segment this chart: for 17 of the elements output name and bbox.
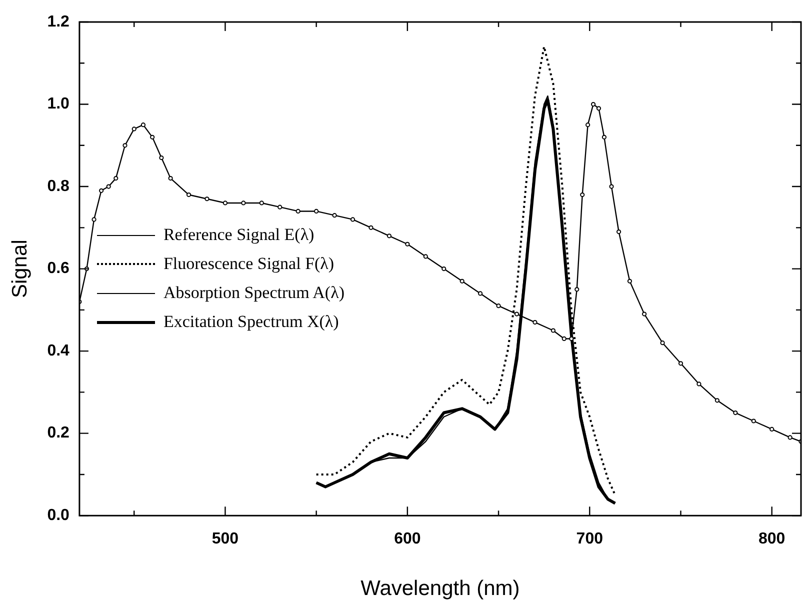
y-tick-label: 0.4: [47, 342, 70, 360]
y-tick-label: 0.8: [47, 178, 70, 195]
x-axis-title: Wavelength (nm): [360, 577, 520, 600]
y-tick-label: 0.2: [47, 424, 70, 442]
legend-label: Absorption Spectrum A(λ): [163, 283, 344, 304]
text: 1.0: [47, 96, 70, 113]
x-tick-label: 700: [576, 530, 604, 548]
legend-label: Reference Signal E(λ): [163, 225, 314, 246]
y-axis-title: Signal: [8, 240, 32, 298]
x-tick-label: 600: [394, 530, 421, 548]
legend-label: Excitation Spectrum X(λ): [163, 312, 339, 332]
x-tick-label: 800: [758, 530, 786, 548]
x-tick-label: 500: [212, 530, 239, 548]
legend-label: Fluorescence Signal F(λ): [163, 254, 334, 274]
y-tick-label: 1.2: [47, 13, 70, 30]
y-tick-label: 0.6: [47, 260, 70, 278]
text: 0.0: [47, 507, 70, 524]
